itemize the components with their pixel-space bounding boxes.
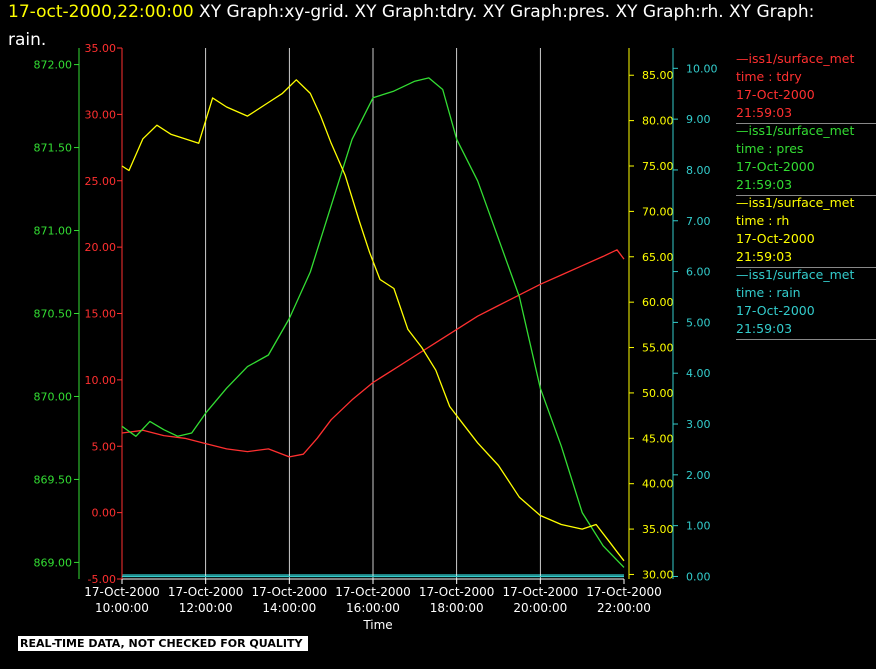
legend-source: —iss1/surface_met <box>736 267 855 282</box>
y-tick-label: 872.00 <box>34 59 73 72</box>
legend-divider <box>736 267 876 268</box>
legend-time: 21:59:03 <box>736 105 793 120</box>
legend-date: 17-Oct-2000 <box>736 303 815 318</box>
y-tick-label: 3.00 <box>686 418 711 431</box>
x-tick-label: 16:00:00 <box>346 601 400 615</box>
y-tick-label: 869.00 <box>34 556 73 569</box>
legend-time: 21:59:03 <box>736 321 793 336</box>
tdry-series-line <box>121 249 625 458</box>
y-tick-label: 40.00 <box>642 478 674 491</box>
y-tick-label: 85.00 <box>642 69 674 82</box>
legend-var: time : tdry <box>736 69 802 84</box>
x-axis: 17-Oct-2000 10:00:00 17-Oct-2000 12:00:00 17… <box>84 579 662 615</box>
y-tick-label: 1.00 <box>686 520 711 533</box>
y-tick-label: 6.00 <box>686 266 711 279</box>
rain-axis: 0.00 1.00 2.00 3.00 4.00 5.00 6.00 7.00 8.00 9.00… <box>672 48 718 583</box>
legend-source: —iss1/surface_met <box>736 123 855 138</box>
tdry-axis: -5.00 0.00 5.00 10.00 15.00 20.00 25.00 30.00 35… <box>85 42 123 586</box>
pres-series-line <box>121 77 625 568</box>
legend-source: —iss1/surface_met <box>736 51 855 66</box>
y-tick-label: 65.00 <box>642 251 674 264</box>
rh-series-line <box>121 79 625 562</box>
x-tick-label: 14:00:00 <box>262 601 316 615</box>
chart-title: 17-oct-2000,22:00:00 XY Graph:xy-grid. X… <box>8 2 814 22</box>
y-tick-label: 35.00 <box>85 42 117 55</box>
legend-time: 21:59:03 <box>736 249 793 264</box>
x-tick-label: 12:00:00 <box>179 601 233 615</box>
title-timestamp: 17-oct-2000,22:00:00 <box>8 2 194 22</box>
legend-date: 17-Oct-2000 <box>736 159 815 174</box>
y-tick-label: 9.00 <box>686 113 711 126</box>
x-tick-label: 17-Oct-2000 <box>252 585 328 599</box>
y-tick-label: 2.00 <box>686 469 711 482</box>
x-tick-label: 17-Oct-2000 <box>168 585 244 599</box>
y-tick-label: 10.00 <box>85 374 117 387</box>
y-tick-label: 30.00 <box>642 568 674 581</box>
x-tick-label: 20:00:00 <box>513 601 567 615</box>
y-tick-label: 870.50 <box>34 308 73 321</box>
y-tick-label: 0.00 <box>686 570 711 583</box>
legend-time: 21:59:03 <box>736 177 793 192</box>
y-tick-label: 871.50 <box>34 142 73 155</box>
y-tick-label: 869.50 <box>34 473 73 486</box>
y-tick-label: 10.00 <box>686 62 718 75</box>
legend-var: time : rh <box>736 213 790 228</box>
x-tick-label: 17-Oct-2000 <box>84 585 160 599</box>
series-lines <box>121 77 625 578</box>
y-tick-label: 7.00 <box>686 215 711 228</box>
y-tick-label: 35.00 <box>642 523 674 536</box>
y-tick-label: 55.00 <box>642 342 674 355</box>
vertical-gridlines <box>205 48 541 579</box>
legend-source: —iss1/surface_met <box>736 195 855 210</box>
y-tick-label: 4.00 <box>686 367 711 380</box>
y-tick-label: 45.00 <box>642 432 674 445</box>
y-tick-label: 15.00 <box>85 308 117 321</box>
x-tick-label: 17-Oct-2000 <box>586 585 662 599</box>
legend-var: time : pres <box>736 141 804 156</box>
x-tick-label: 17-Oct-2000 <box>503 585 579 599</box>
y-tick-label: 0.00 <box>92 507 117 520</box>
x-axis-label: Time <box>362 618 392 632</box>
legend-divider <box>736 123 876 124</box>
y-tick-label: 70.00 <box>642 205 674 218</box>
title-graph-list: XY Graph:xy-grid. XY Graph:tdry. XY Grap… <box>193 2 815 22</box>
y-tick-label: 50.00 <box>642 387 674 400</box>
legend-var: time : rain <box>736 285 801 300</box>
quality-disclaimer: REAL-TIME DATA, NOT CHECKED FOR QUALITY <box>18 636 309 651</box>
pres-axis: 869.00 869.50 870.00 870.50 871.00 871.50 872.… <box>34 48 80 579</box>
y-tick-label: 80.00 <box>642 115 674 128</box>
x-tick-label: 18:00:00 <box>430 601 484 615</box>
y-tick-label: 870.00 <box>34 390 73 403</box>
y-tick-label: 8.00 <box>686 164 711 177</box>
y-tick-label: 25.00 <box>85 175 117 188</box>
legend-date: 17-Oct-2000 <box>736 87 815 102</box>
y-tick-label: -5.00 <box>88 573 116 586</box>
x-tick-label: 17-Oct-2000 <box>335 585 411 599</box>
y-tick-label: 75.00 <box>642 160 674 173</box>
legend-date: 17-Oct-2000 <box>736 231 815 246</box>
y-tick-label: 20.00 <box>85 241 117 254</box>
y-tick-label: 30.00 <box>85 108 117 121</box>
y-tick-label: 871.00 <box>34 225 73 238</box>
chart-title-continued: rain. <box>8 30 47 50</box>
y-axes: 869.00 869.50 870.00 870.50 871.00 871.50 872.… <box>34 42 718 586</box>
x-tick-label: 22:00:00 <box>597 601 651 615</box>
y-tick-label: 5.00 <box>92 440 117 453</box>
x-tick-label: 10:00:00 <box>95 601 149 615</box>
x-tick-label: 17-Oct-2000 <box>419 585 495 599</box>
rh-axis: 30.00 35.00 40.00 45.00 50.00 55.00 60.00 65.00… <box>628 48 674 581</box>
legend-divider <box>736 339 876 340</box>
y-tick-label: 60.00 <box>642 296 674 309</box>
y-tick-label: 5.00 <box>686 316 711 329</box>
legend-divider <box>736 195 876 196</box>
